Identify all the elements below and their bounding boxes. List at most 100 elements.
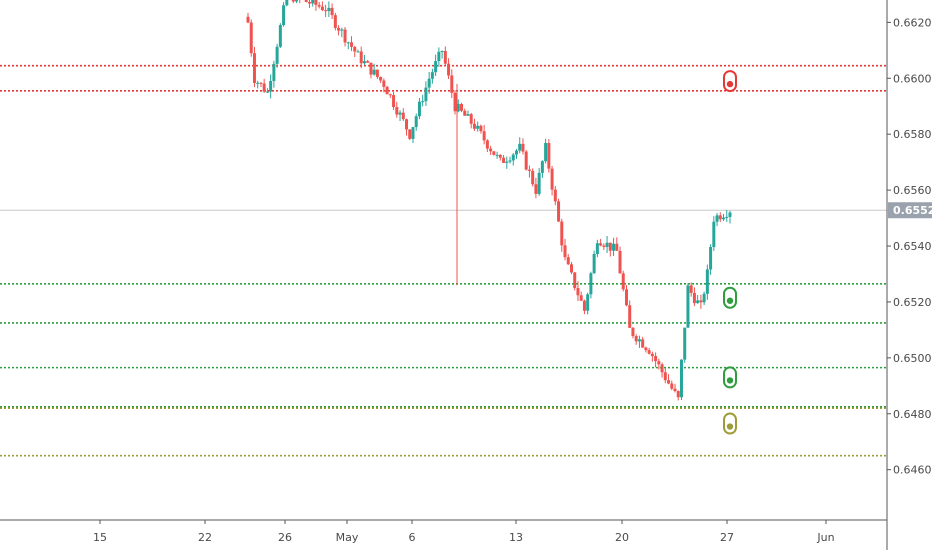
candle-body: [362, 61, 366, 64]
candle-body: [265, 91, 269, 93]
candle-body: [631, 327, 635, 337]
candle-body: [521, 143, 525, 152]
candle-body: [624, 289, 628, 306]
candle-body: [249, 22, 253, 54]
candle-body: [534, 184, 538, 194]
candle-body: [699, 300, 703, 303]
candle-body: [657, 361, 661, 365]
candle-body: [667, 380, 671, 384]
current-price-label: 0.65528: [893, 204, 932, 217]
current-price-tag: [888, 202, 932, 219]
price-tag: 0.65528: [888, 202, 932, 219]
candle-body: [385, 86, 389, 95]
candle-body: [405, 119, 409, 130]
candle-body: [502, 157, 506, 163]
candle-body: [472, 123, 476, 129]
level-marker-resistance[interactable]: [723, 70, 737, 93]
candle-body: [375, 69, 379, 77]
candle-body: [696, 300, 700, 304]
candle-body: [670, 383, 674, 389]
candle-body: [586, 294, 590, 311]
candle-body: [605, 242, 609, 247]
candle-body: [366, 61, 370, 63]
candle-body: [275, 46, 279, 64]
candle-body: [489, 148, 493, 152]
level-marker-support[interactable]: [723, 286, 737, 309]
candle-body: [353, 46, 357, 52]
candle-body: [705, 269, 709, 294]
candle-body: [421, 101, 425, 103]
candle-body: [722, 217, 726, 220]
candle-body: [447, 63, 451, 76]
candle-body: [291, 0, 295, 2]
candle-body: [679, 359, 683, 398]
candle-body: [592, 254, 596, 274]
candle-body: [634, 336, 638, 342]
candle-body: [259, 82, 263, 84]
candle-body: [641, 339, 645, 348]
candle-body: [388, 94, 392, 96]
candle-body: [492, 151, 496, 155]
candle-body: [712, 221, 716, 247]
candle-body: [440, 50, 444, 52]
level-marker-support_low[interactable]: [723, 412, 737, 435]
candle-body: [350, 42, 354, 47]
candle-body: [537, 172, 541, 194]
candle-body: [573, 272, 577, 289]
candle-body: [330, 7, 334, 16]
candle-body: [437, 51, 441, 62]
candle-body: [272, 63, 276, 81]
x-tick-label: 15: [93, 531, 107, 544]
candle-body: [414, 116, 418, 128]
x-tick-label: 6: [409, 531, 416, 544]
candle-body: [252, 53, 256, 83]
candle-body: [618, 250, 622, 274]
candle-body: [579, 295, 583, 301]
candle-body: [560, 221, 564, 246]
x-tick-label: Jun: [816, 531, 834, 544]
candle-body: [660, 364, 664, 373]
candle-body: [505, 161, 509, 163]
candle-body: [340, 29, 344, 31]
candle-body: [408, 129, 412, 139]
candle-body: [372, 69, 376, 75]
candle-body: [527, 169, 531, 171]
candle-body: [463, 110, 467, 116]
candle-body: [317, 4, 321, 7]
candle-body: [307, 1, 311, 4]
candle-body: [524, 151, 528, 170]
candle-body: [337, 27, 341, 31]
candle-body: [343, 29, 347, 43]
level-marker-support[interactable]: [723, 366, 737, 389]
candle-body: [709, 246, 713, 270]
candle-body: [411, 127, 415, 139]
candle-body: [324, 10, 328, 12]
candle-body: [550, 168, 554, 190]
candle-body: [673, 388, 677, 392]
candle-body: [327, 7, 331, 11]
x-tick-label: 13: [509, 531, 523, 544]
candle-body: [427, 78, 431, 88]
candle-body: [356, 51, 360, 53]
y-tick-label: 0.64600: [893, 464, 932, 477]
candle-body: [582, 300, 586, 311]
candle-body: [595, 243, 599, 255]
candle-body: [612, 243, 616, 251]
candles: [246, 0, 732, 401]
candle-body: [346, 42, 350, 44]
candle-body: [453, 92, 457, 112]
candle-body: [589, 273, 593, 295]
candle-body: [531, 170, 535, 185]
candle-body: [401, 112, 405, 120]
level-markers: [723, 70, 737, 435]
candle-body: [621, 273, 625, 290]
candle-body: [508, 160, 512, 162]
level-marker-dot: [726, 297, 734, 304]
x-tick-label: 26: [278, 531, 292, 544]
candle-body: [683, 327, 687, 360]
